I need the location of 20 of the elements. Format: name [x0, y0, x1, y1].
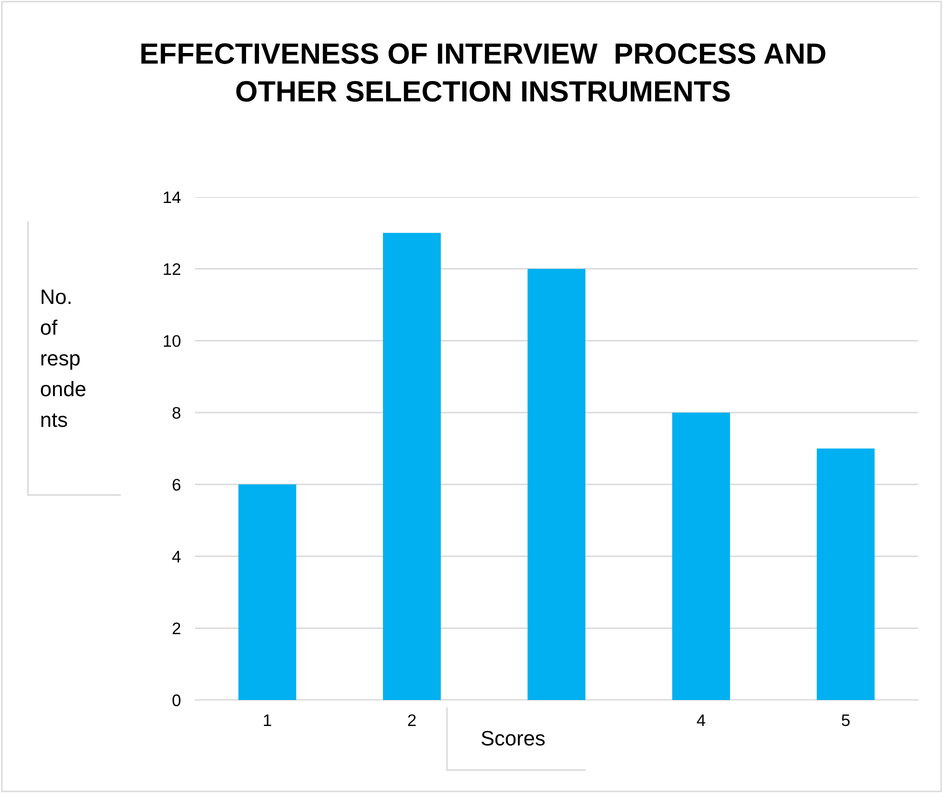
- bar: [672, 412, 730, 700]
- y-tick-label: 4: [172, 550, 181, 562]
- y-tick-label: 8: [172, 406, 180, 419]
- y-tick-label: 12: [164, 263, 180, 275]
- y-tick-label: 2: [172, 622, 180, 634]
- bar: [382, 232, 441, 700]
- x-tick-label: 1: [264, 714, 272, 726]
- bar: [816, 448, 875, 700]
- y-tick-label: 0: [172, 694, 180, 706]
- x-tick-label: 4: [696, 714, 706, 726]
- bar: [238, 484, 296, 700]
- chart-title: EFFECTIVENESS OF INTERVIEW PROCESS AND OTHER SELECTION INSTRUMENTS: [141, 43, 826, 102]
- x-tick-label: 5: [842, 714, 850, 726]
- bar: [528, 268, 586, 700]
- y-tick-label: 6: [172, 478, 180, 491]
- y-axis-title: No. of resp onde nts: [40, 290, 86, 428]
- y-tick-label: 10: [164, 335, 180, 347]
- x-tick-label: 2: [408, 714, 416, 726]
- y-tick-label: 14: [164, 192, 181, 204]
- x-axis-title: Scores: [482, 730, 545, 746]
